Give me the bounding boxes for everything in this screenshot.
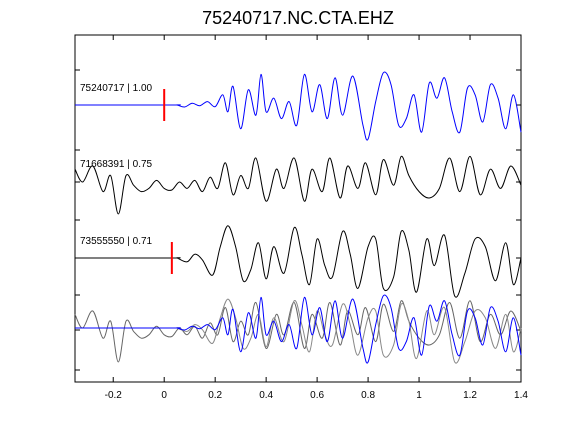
- x-tick-label: 0.2: [208, 390, 222, 401]
- stacked-overlay: [74, 294, 522, 364]
- trace-label-0: 75240717 | 1.00: [80, 83, 153, 94]
- x-tick-label: 1.2: [463, 390, 477, 401]
- axes-frame: [74, 34, 522, 383]
- x-tick-label: 0: [161, 390, 167, 401]
- trace-line-2: [74, 225, 522, 298]
- stack-line-2: [75, 298, 522, 364]
- stack-line-1: [74, 300, 522, 363]
- x-tick-label: 0.8: [361, 390, 375, 401]
- x-tick-label: 1.4: [514, 390, 528, 401]
- trace-line-1: [74, 155, 522, 215]
- chart-title: 75240717.NC.CTA.EHZ: [202, 8, 394, 28]
- trace-label-2: 73555550 | 0.71: [80, 236, 153, 247]
- x-axis: -0.2 0 0.2 0.4 0.6 0.8 1 1.2 1.4: [105, 35, 528, 401]
- y-tick-marks: [75, 69, 521, 371]
- x-tick-label: -0.2: [105, 390, 123, 401]
- trace-0: 75240717 | 1.00: [74, 71, 522, 141]
- trace-line-0: [74, 71, 522, 141]
- trace-2: 73555550 | 0.71: [74, 225, 522, 298]
- waveform-traces: 75240717 | 1.00 71668391 | 0.75 73555550 |…: [74, 71, 522, 298]
- trace-label-1: 71668391 | 0.75: [80, 159, 153, 170]
- trace-1: 71668391 | 0.75: [74, 155, 522, 215]
- x-tick-label: 1: [416, 390, 422, 401]
- x-tick-label: 0.6: [310, 390, 324, 401]
- x-tick-label: 0.4: [259, 390, 273, 401]
- stack-line-0: [75, 294, 522, 364]
